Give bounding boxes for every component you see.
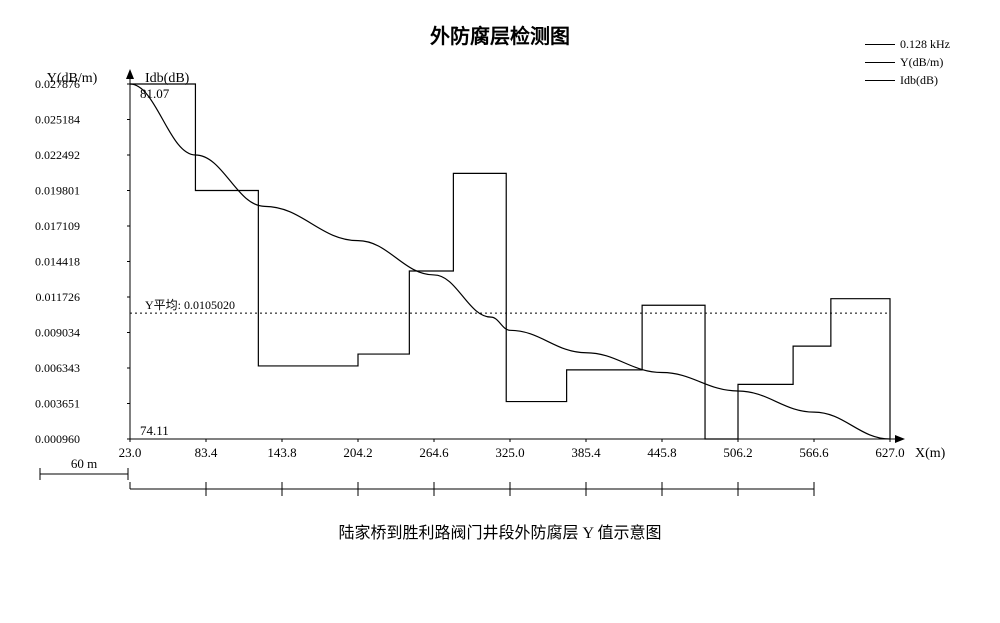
- legend-item: Idb(dB): [865, 71, 950, 89]
- svg-text:0.006343: 0.006343: [35, 361, 80, 375]
- svg-text:506.2: 506.2: [723, 445, 752, 460]
- legend-label: Y(dB/m): [900, 53, 943, 71]
- chart-title: 外防腐层检测图: [20, 20, 980, 49]
- svg-text:204.2: 204.2: [343, 445, 372, 460]
- legend-line-icon: [865, 62, 895, 63]
- svg-text:74.11: 74.11: [140, 423, 169, 438]
- svg-text:264.6: 264.6: [419, 445, 449, 460]
- svg-text:0.011726: 0.011726: [35, 290, 80, 304]
- chart-container: 外防腐层检测图 0.128 kHz Y(dB/m) Idb(dB) 0.0009…: [20, 20, 980, 603]
- legend-item: 0.128 kHz: [865, 35, 950, 53]
- svg-text:60 m: 60 m: [71, 456, 97, 471]
- svg-text:X(m): X(m): [915, 446, 946, 461]
- legend-label: 0.128 kHz: [900, 35, 950, 53]
- svg-text:0.000960: 0.000960: [35, 432, 80, 446]
- svg-text:0.022492: 0.022492: [35, 148, 80, 162]
- svg-text:143.8: 143.8: [267, 445, 296, 460]
- chart-plot: 0.000960 0.003651 0.006343 0.009034 0.011726…: [20, 59, 980, 509]
- svg-text:83.4: 83.4: [195, 445, 218, 460]
- svg-text:445.8: 445.8: [647, 445, 676, 460]
- legend-line-icon: [865, 80, 895, 81]
- svg-text:Y(dB/m): Y(dB/m): [47, 71, 98, 86]
- svg-text:0.009034: 0.009034: [35, 326, 80, 340]
- legend-item: Y(dB/m): [865, 53, 950, 71]
- svg-text:0.019801: 0.019801: [35, 184, 80, 198]
- svg-text:0.017109: 0.017109: [35, 219, 80, 233]
- svg-text:385.4: 385.4: [571, 445, 601, 460]
- svg-text:0.025184: 0.025184: [35, 113, 80, 127]
- legend: 0.128 kHz Y(dB/m) Idb(dB): [865, 35, 950, 89]
- svg-text:Y平均: 0.0105020: Y平均: 0.0105020: [145, 298, 235, 312]
- svg-text:0.003651: 0.003651: [35, 397, 80, 411]
- svg-text:81.07: 81.07: [140, 86, 170, 101]
- svg-text:23.0: 23.0: [119, 445, 142, 460]
- svg-text:325.0: 325.0: [495, 445, 524, 460]
- legend-label: Idb(dB): [900, 71, 938, 89]
- legend-line-icon: [865, 44, 895, 45]
- svg-text:566.6: 566.6: [799, 445, 829, 460]
- chart-caption: 陆家桥到胜利路阀门井段外防腐层 Y 值示意图: [20, 519, 980, 543]
- svg-text:0.014418: 0.014418: [35, 255, 80, 269]
- svg-text:627.0: 627.0: [875, 445, 904, 460]
